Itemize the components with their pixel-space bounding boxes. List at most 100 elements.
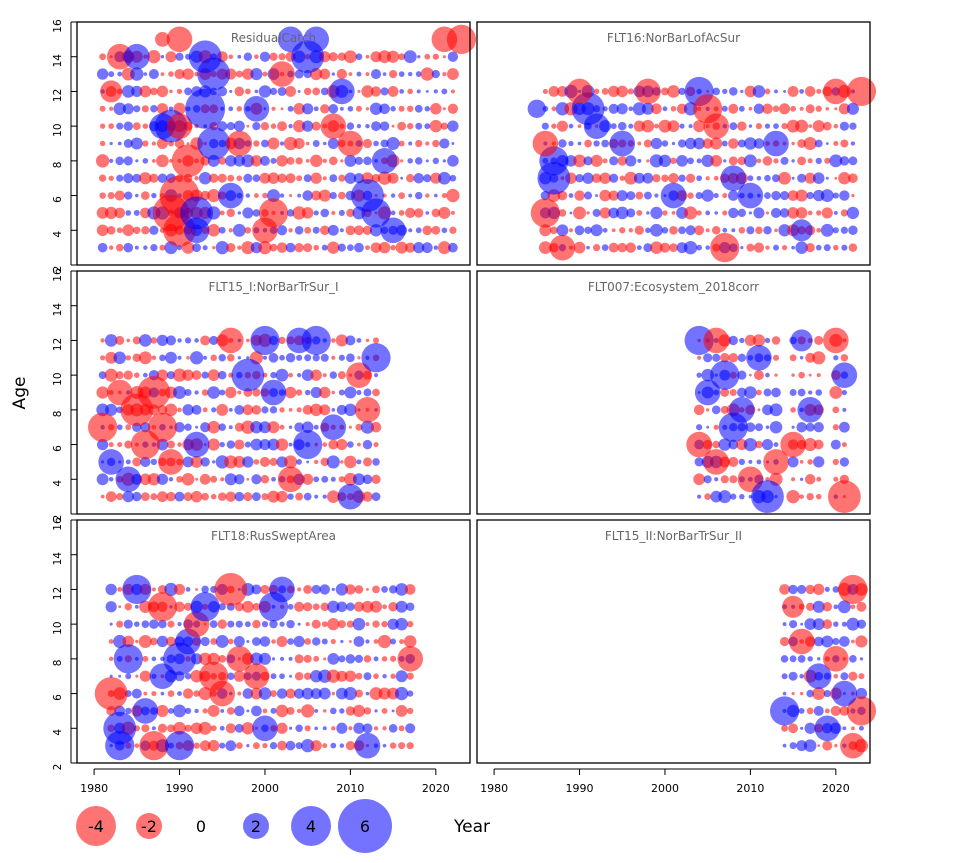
bubble-point — [143, 72, 148, 76]
bubble-point — [327, 224, 339, 236]
bubble-point — [302, 120, 314, 132]
bubble-point — [696, 158, 702, 164]
bubble-point — [790, 219, 813, 242]
bubble-point — [365, 54, 370, 59]
bubble-point — [141, 724, 150, 733]
bubble-point — [668, 172, 679, 184]
bubble-point — [363, 707, 372, 715]
bubble-point — [134, 743, 140, 748]
bubble-point — [244, 88, 251, 95]
bubble-point — [199, 473, 211, 485]
bubble-point — [96, 206, 109, 219]
bubble-point — [156, 704, 169, 717]
bubble-point — [425, 193, 430, 198]
bubble-point — [217, 492, 227, 501]
bubble-point — [217, 619, 227, 629]
bubble-point — [431, 208, 441, 218]
bubble-point — [117, 586, 123, 592]
bubble-point — [288, 425, 293, 429]
bubble-point — [346, 620, 355, 628]
bubble-point — [344, 472, 357, 486]
bubble-point — [354, 689, 363, 698]
bubble-point — [761, 439, 774, 451]
bubble-point — [703, 353, 713, 363]
bubble-point — [450, 210, 455, 215]
bubble-point — [816, 227, 822, 233]
bubble-point — [269, 61, 295, 87]
bubble-point — [846, 696, 877, 726]
bubble-point — [174, 68, 185, 80]
y-tick-label: 2 — [52, 764, 64, 771]
bubble-point — [304, 354, 312, 362]
bubble-point — [312, 226, 320, 234]
bubble-point — [228, 106, 234, 112]
bubble-point — [838, 171, 851, 185]
bubble-point — [122, 224, 135, 237]
bubble-point — [841, 442, 847, 448]
bubble-point — [312, 354, 320, 362]
bubble-point — [311, 584, 321, 595]
bubble-point — [250, 652, 263, 666]
bubble-point — [156, 154, 169, 168]
bubble-point — [155, 31, 170, 47]
bubble-point — [773, 123, 779, 129]
bubble-point — [327, 138, 339, 149]
bubble-point — [616, 103, 628, 115]
bubble-point — [124, 191, 133, 200]
bubble-point — [164, 351, 177, 364]
bubble-point — [848, 156, 858, 166]
bubble-point — [858, 673, 865, 680]
bubble-point — [791, 159, 795, 163]
bubble-point — [746, 243, 755, 252]
bubble-point — [406, 620, 414, 628]
bubble-point — [167, 690, 175, 697]
bubble-point — [303, 174, 312, 183]
bubble-point — [765, 425, 770, 429]
bubble-point — [395, 583, 408, 596]
bubble-point — [319, 225, 330, 236]
bubble-point — [327, 600, 340, 613]
bubble-point — [728, 190, 739, 201]
y-tick-label: 4 — [52, 729, 64, 736]
bubble-point — [183, 492, 193, 502]
bubble-point — [395, 670, 408, 683]
bubble-point — [713, 424, 719, 430]
bubble-point — [200, 457, 210, 467]
bubble-point — [628, 228, 634, 233]
bubble-point — [311, 619, 321, 629]
bubble-point — [414, 104, 423, 113]
bubble-point — [696, 244, 703, 251]
bubble-point — [172, 385, 187, 400]
bubble-point — [269, 243, 278, 252]
bubble-point — [200, 422, 211, 433]
bubble-point — [151, 158, 156, 163]
bubble-point — [173, 704, 186, 718]
bubble-point — [195, 587, 199, 591]
bubble-point — [269, 619, 278, 629]
bubble-point — [815, 157, 822, 165]
bubble-point — [278, 336, 286, 345]
bubble-point — [791, 477, 796, 482]
bubble-point — [156, 635, 169, 648]
bubble-point — [277, 740, 287, 751]
bubble-point — [834, 176, 838, 180]
bubble-point — [320, 87, 329, 96]
bubble-point — [586, 211, 590, 215]
bubble-point — [813, 636, 824, 647]
bubble-point — [242, 404, 254, 416]
bubble-point — [764, 337, 771, 344]
bubble-point — [233, 455, 246, 468]
bubble-point — [370, 421, 382, 433]
bubble-point — [142, 372, 148, 378]
bubble-point — [226, 130, 253, 157]
bubble-point — [584, 226, 592, 234]
bubble-point — [296, 175, 303, 182]
bubble-point — [185, 88, 226, 129]
bubble-point — [207, 386, 220, 399]
bubble-point — [608, 103, 619, 114]
bubble-point — [320, 104, 330, 114]
bubble-point — [198, 171, 212, 185]
bubble-point — [701, 189, 714, 202]
bubble-point — [293, 429, 323, 460]
bubble-point — [797, 388, 806, 397]
